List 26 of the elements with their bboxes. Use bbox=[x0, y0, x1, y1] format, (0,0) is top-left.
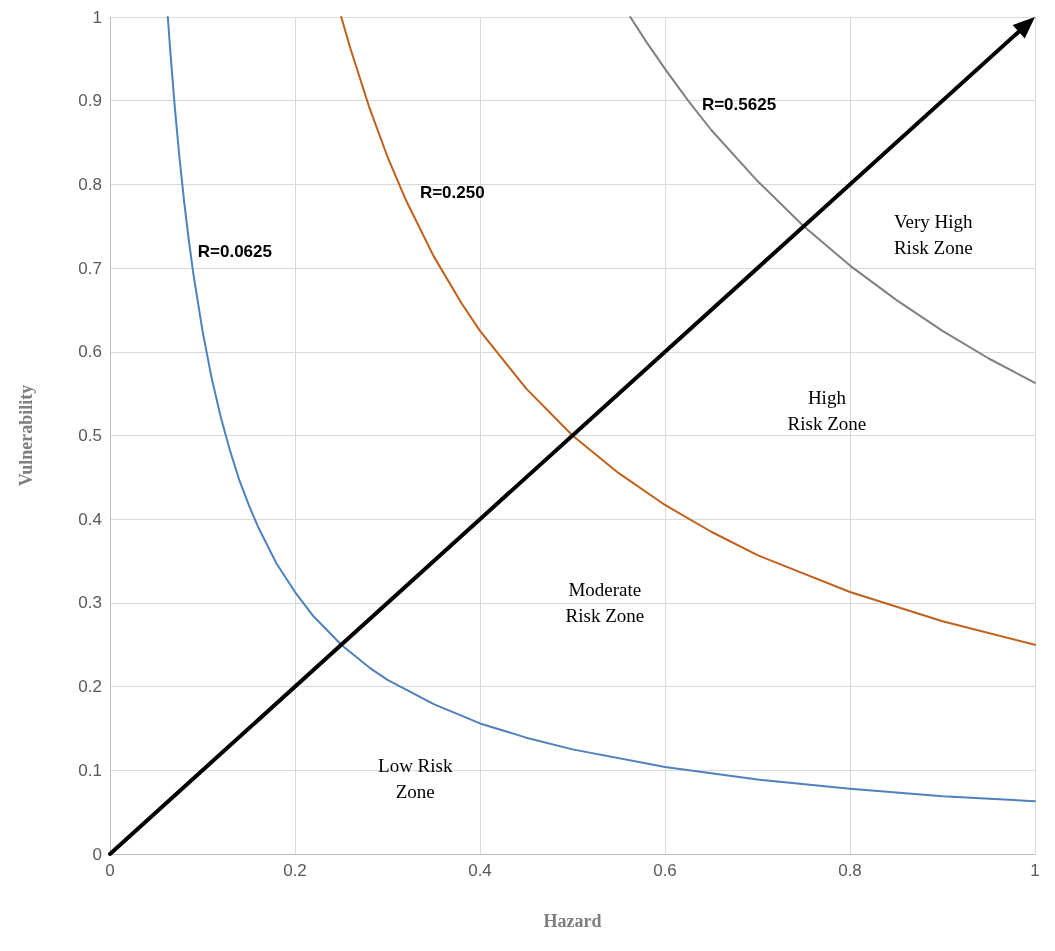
annotation: Low Risk Zone bbox=[378, 755, 453, 803]
x-tick-label: 0.4 bbox=[468, 861, 492, 880]
y-tick-label: 0.2 bbox=[78, 677, 102, 697]
x-tick-label: 0.6 bbox=[653, 861, 677, 880]
x-tick-label: 1 bbox=[1030, 861, 1040, 880]
series-label: R=0.0625 bbox=[197, 241, 272, 261]
annotation: High Risk Zone bbox=[787, 386, 867, 434]
y-tick-label: 0.5 bbox=[78, 426, 102, 445]
x-axis-title: Hazard bbox=[543, 911, 602, 931]
y-tick-label: 1 bbox=[92, 7, 102, 27]
y-tick-label: 0.3 bbox=[78, 593, 102, 613]
y-tick-label: 0.9 bbox=[78, 91, 102, 111]
annotation: Very High Risk Zone bbox=[893, 211, 974, 259]
x-tick-label: 0.2 bbox=[283, 861, 307, 880]
x-tick-label: 0 bbox=[105, 861, 115, 880]
y-tick-label: 0.6 bbox=[78, 342, 102, 362]
annotation: Moderate Risk Zone bbox=[565, 579, 645, 627]
x-tick-label: 0.8 bbox=[838, 861, 862, 880]
y-tick-label: 0.8 bbox=[78, 174, 102, 194]
y-tick-label: 0.1 bbox=[78, 760, 102, 780]
y-tick-label: 0 bbox=[92, 844, 102, 864]
series-label: R=0.5625 bbox=[701, 95, 777, 115]
series-label: R=0.250 bbox=[419, 183, 485, 203]
y-tick-label: 0.4 bbox=[78, 509, 102, 529]
y-axis-title: Vulnerability bbox=[16, 384, 36, 487]
y-tick-label: 0.7 bbox=[78, 258, 102, 278]
